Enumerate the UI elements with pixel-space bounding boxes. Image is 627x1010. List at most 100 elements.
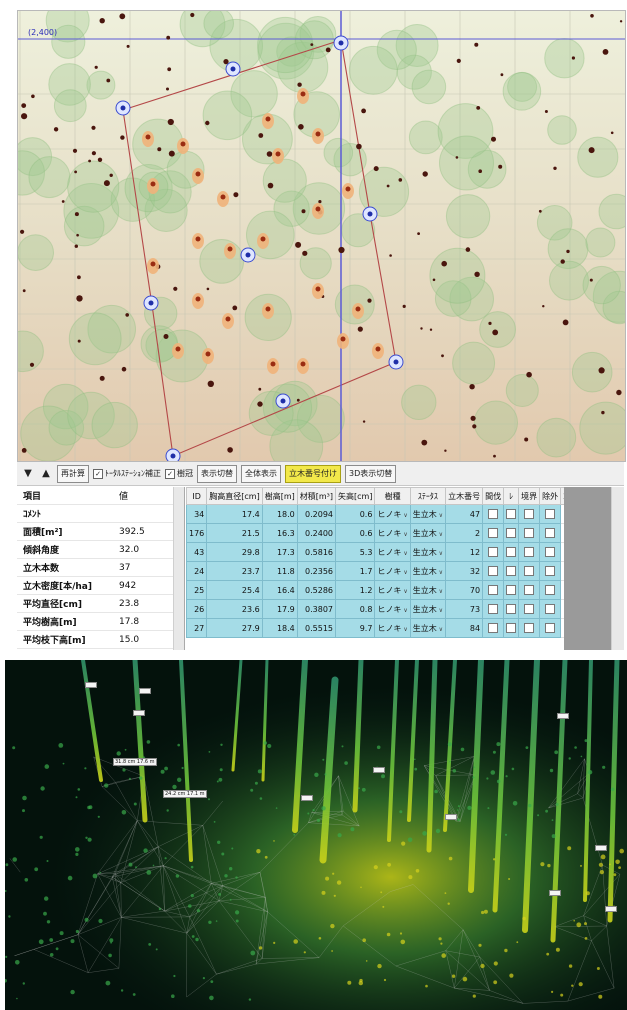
exclude-checkbox[interactable] [545, 509, 556, 519]
boundary-checkbox[interactable] [524, 509, 535, 519]
grid-column-header[interactable]: 樹高[m] [261, 487, 298, 505]
thinning-checkbox[interactable] [488, 566, 499, 576]
flag-checkbox[interactable] [506, 566, 517, 576]
cell-id[interactable]: 43 [186, 542, 208, 562]
cell-flag[interactable] [503, 618, 520, 638]
cell-exclude[interactable] [539, 561, 562, 581]
flag-checkbox[interactable] [506, 509, 517, 519]
cell-height[interactable]: 16.3 [261, 523, 298, 543]
thinning-checkbox[interactable] [488, 585, 499, 595]
cell-height[interactable]: 17.3 [261, 542, 298, 562]
cell-exclude[interactable] [539, 542, 562, 562]
cell-arch[interactable]: 0.6 [335, 523, 376, 543]
cell-height[interactable]: 17.9 [261, 599, 298, 619]
exclude-checkbox[interactable] [545, 547, 556, 557]
cell-flag[interactable] [503, 542, 520, 562]
grid-scrollbar[interactable] [611, 487, 624, 650]
cell-number[interactable]: 12 [445, 542, 484, 562]
grid-column-header[interactable]: 樹種 [374, 487, 411, 505]
cell-exclude[interactable] [539, 599, 562, 619]
cell-flag[interactable] [503, 580, 520, 600]
cell-thinning[interactable] [482, 561, 505, 581]
thinning-checkbox[interactable] [488, 509, 499, 519]
exclude-checkbox[interactable] [545, 604, 556, 614]
species-dropdown[interactable]: ヒノキ [377, 623, 407, 634]
cell-status-select[interactable]: 生立木 [409, 580, 447, 600]
status-dropdown[interactable]: 生立木 [413, 509, 443, 520]
cell-status-select[interactable]: 生立木 [409, 599, 447, 619]
cell-number[interactable]: 32 [445, 561, 484, 581]
grid-column-header[interactable]: 材積[m³] [296, 487, 337, 505]
checkbox-checked-icon[interactable]: ✓ [165, 468, 175, 479]
cell-boundary[interactable] [518, 504, 541, 524]
cell-flag[interactable] [503, 599, 520, 619]
cell-species-select[interactable]: ヒノキ [374, 599, 411, 619]
cell-dbh[interactable]: 29.8 [206, 542, 263, 562]
cell-exclude[interactable] [539, 580, 562, 600]
cell-boundary[interactable] [518, 580, 541, 600]
thinning-checkbox[interactable] [488, 623, 499, 633]
cell-exclude[interactable] [539, 618, 562, 638]
flag-checkbox[interactable] [506, 623, 517, 633]
cell-dbh[interactable]: 17.4 [206, 504, 263, 524]
cell-id[interactable]: 26 [186, 599, 208, 619]
toggle-display-button[interactable]: 表示切替 [197, 464, 237, 483]
cell-volume[interactable]: 0.5515 [296, 618, 337, 638]
cell-boundary[interactable] [518, 523, 541, 543]
cell-id[interactable]: 25 [186, 580, 208, 600]
summary-value[interactable]: 942 [119, 580, 137, 591]
cell-id[interactable]: 24 [186, 561, 208, 581]
fit-all-button[interactable]: 全体表示 [241, 464, 281, 483]
point-cloud-canvas[interactable] [5, 660, 627, 1010]
cell-volume[interactable]: 0.2356 [296, 561, 337, 581]
cell-thinning[interactable] [482, 580, 505, 600]
species-dropdown[interactable]: ヒノキ [377, 585, 407, 596]
exclude-checkbox[interactable] [545, 585, 556, 595]
cell-status-select[interactable]: 生立木 [409, 542, 447, 562]
triangle-up-icon[interactable]: ▲ [42, 468, 50, 479]
summary-value[interactable]: 15.0 [119, 634, 140, 645]
grid-column-header[interactable]: 除外 [539, 487, 562, 505]
exclude-checkbox[interactable] [545, 623, 556, 633]
summary-value[interactable]: 17.8 [119, 616, 140, 627]
cell-dbh[interactable]: 21.5 [206, 523, 263, 543]
checkbox-checked-icon[interactable]: ✓ [93, 468, 103, 479]
grid-column-header[interactable]: 間伐 [482, 487, 505, 505]
status-dropdown[interactable]: 生立木 [413, 623, 443, 634]
cell-boundary[interactable] [518, 599, 541, 619]
cell-arch[interactable]: 0.8 [335, 599, 376, 619]
cell-exclude[interactable] [539, 504, 562, 524]
triangle-down-icon[interactable]: ▼ [24, 468, 32, 479]
cell-species-select[interactable]: ヒノキ [374, 561, 411, 581]
stand-map-canvas[interactable]: (2,400) [18, 11, 625, 461]
boundary-checkbox[interactable] [524, 528, 535, 538]
cell-arch[interactable]: 1.2 [335, 580, 376, 600]
boundary-checkbox[interactable] [524, 585, 535, 595]
cell-dbh[interactable]: 27.9 [206, 618, 263, 638]
cell-volume[interactable]: 0.5286 [296, 580, 337, 600]
cell-boundary[interactable] [518, 542, 541, 562]
species-dropdown[interactable]: ヒノキ [377, 566, 407, 577]
cell-status-select[interactable]: 生立木 [409, 618, 447, 638]
cell-arch[interactable]: 9.7 [335, 618, 376, 638]
species-dropdown[interactable]: ヒノキ [377, 509, 407, 520]
boundary-checkbox[interactable] [524, 623, 535, 633]
flag-checkbox[interactable] [506, 528, 517, 538]
cell-volume[interactable]: 0.2094 [296, 504, 337, 524]
cell-height[interactable]: 11.8 [261, 561, 298, 581]
cell-status-select[interactable]: 生立木 [409, 561, 447, 581]
cell-boundary[interactable] [518, 561, 541, 581]
cell-volume[interactable]: 0.3807 [296, 599, 337, 619]
cell-thinning[interactable] [482, 504, 505, 524]
grid-column-header[interactable]: 胸高直径[cm] [206, 487, 263, 505]
species-dropdown[interactable]: ヒノキ [377, 604, 407, 615]
cell-boundary[interactable] [518, 618, 541, 638]
total-station-correction-checkbox[interactable]: ✓ ﾄｰﾀﾙｽﾃｰｼｮﾝ補正 [93, 468, 161, 479]
status-dropdown[interactable]: 生立木 [413, 585, 443, 596]
